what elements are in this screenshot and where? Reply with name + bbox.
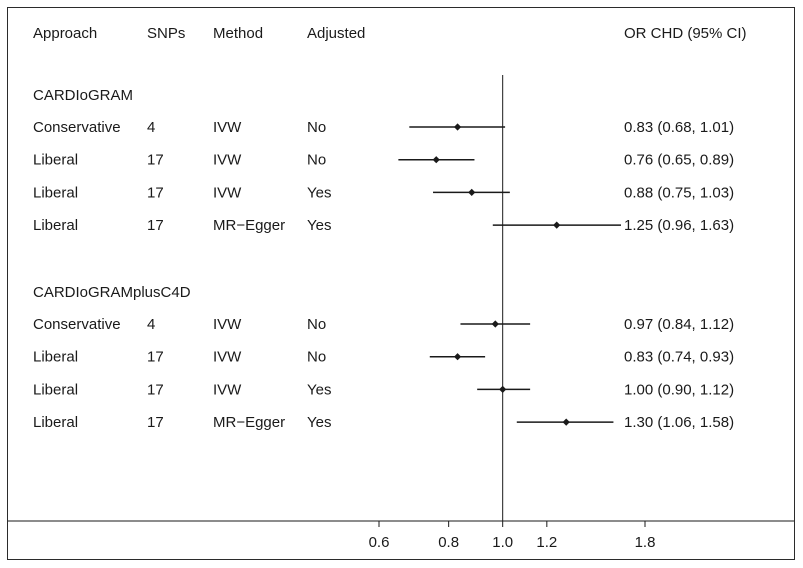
cell-method: IVW	[213, 316, 242, 333]
x-tick-label: 1.8	[635, 534, 656, 551]
cell-method: IVW	[213, 152, 242, 169]
cell-snps: 17	[147, 349, 164, 366]
x-axis: 0.6 0.8 1.0 1.2 1.8	[8, 520, 794, 551]
x-tick-label: 1.2	[536, 534, 557, 551]
table-rows: CARDIoGRAM Conservative 4 IVW No 0.83 (0.68, …	[33, 87, 734, 431]
x-tick-label: 0.8	[438, 534, 459, 551]
cell-or-ci: 1.25 (0.96, 1.63)	[624, 217, 734, 234]
point-estimate	[453, 353, 462, 361]
cell-adjusted: Yes	[307, 414, 331, 431]
point-estimate	[562, 418, 570, 426]
cell-method: IVW	[213, 184, 242, 201]
cell-adjusted: No	[307, 349, 326, 366]
header-adjusted: Adjusted	[307, 25, 365, 42]
cell-or-ci: 1.30 (1.06, 1.58)	[624, 414, 734, 431]
cell-method: IVW	[213, 381, 242, 398]
cell-adjusted: Yes	[307, 381, 331, 398]
cell-approach: Liberal	[33, 349, 78, 366]
cell-adjusted: Yes	[307, 184, 331, 201]
header-snps: SNPs	[147, 25, 185, 42]
cell-or-ci: 0.97 (0.84, 1.12)	[624, 316, 734, 333]
point-estimate	[491, 320, 499, 328]
cell-adjusted: No	[307, 119, 326, 136]
cell-approach: Liberal	[33, 414, 78, 431]
cell-snps: 17	[147, 414, 164, 431]
x-tick-label: 0.6	[369, 534, 390, 551]
chart-marks	[398, 75, 621, 521]
cell-or-ci: 0.76 (0.65, 0.89)	[624, 152, 734, 169]
cell-or-ci: 0.83 (0.74, 0.93)	[624, 349, 734, 366]
cell-snps: 17	[147, 381, 164, 398]
cell-approach: Liberal	[33, 184, 78, 201]
header-method: Method	[213, 25, 263, 42]
cell-method: IVW	[213, 349, 242, 366]
x-tick-label: 1.0	[492, 534, 513, 551]
cell-snps: 17	[147, 217, 164, 234]
cell-adjusted: No	[307, 152, 326, 169]
group-title: CARDIoGRAM	[33, 87, 133, 104]
cell-snps: 17	[147, 152, 164, 169]
cell-method: MR−Egger	[213, 414, 285, 431]
cell-method: IVW	[213, 119, 242, 136]
cell-or-ci: 0.83 (0.68, 1.01)	[624, 119, 734, 136]
cell-method: MR−Egger	[213, 217, 285, 234]
cell-approach: Conservative	[33, 316, 121, 333]
point-estimate	[432, 156, 440, 164]
cell-or-ci: 1.00 (0.90, 1.12)	[624, 381, 734, 398]
cell-or-ci: 0.88 (0.75, 1.03)	[624, 184, 734, 201]
header-or: OR CHD (95% CI)	[624, 25, 747, 42]
point-estimate	[468, 188, 476, 196]
cell-snps: 4	[147, 119, 155, 136]
cell-approach: Liberal	[33, 152, 78, 169]
cell-adjusted: Yes	[307, 217, 331, 234]
header-approach: Approach	[33, 25, 97, 42]
cell-snps: 4	[147, 316, 155, 333]
forest-plot: Approach SNPs Method Adjusted OR CHD (95…	[8, 25, 794, 551]
cell-adjusted: No	[307, 316, 326, 333]
cell-snps: 17	[147, 184, 164, 201]
point-estimate	[453, 123, 462, 131]
group-title: CARDIoGRAMplusC4D	[33, 284, 191, 301]
cell-approach: Liberal	[33, 381, 78, 398]
cell-approach: Conservative	[33, 119, 121, 136]
column-headers: Approach SNPs Method Adjusted OR CHD (95…	[33, 25, 747, 42]
cell-approach: Liberal	[33, 217, 78, 234]
point-estimate	[553, 221, 561, 229]
forest-plot-frame: Approach SNPs Method Adjusted OR CHD (95…	[7, 7, 795, 560]
